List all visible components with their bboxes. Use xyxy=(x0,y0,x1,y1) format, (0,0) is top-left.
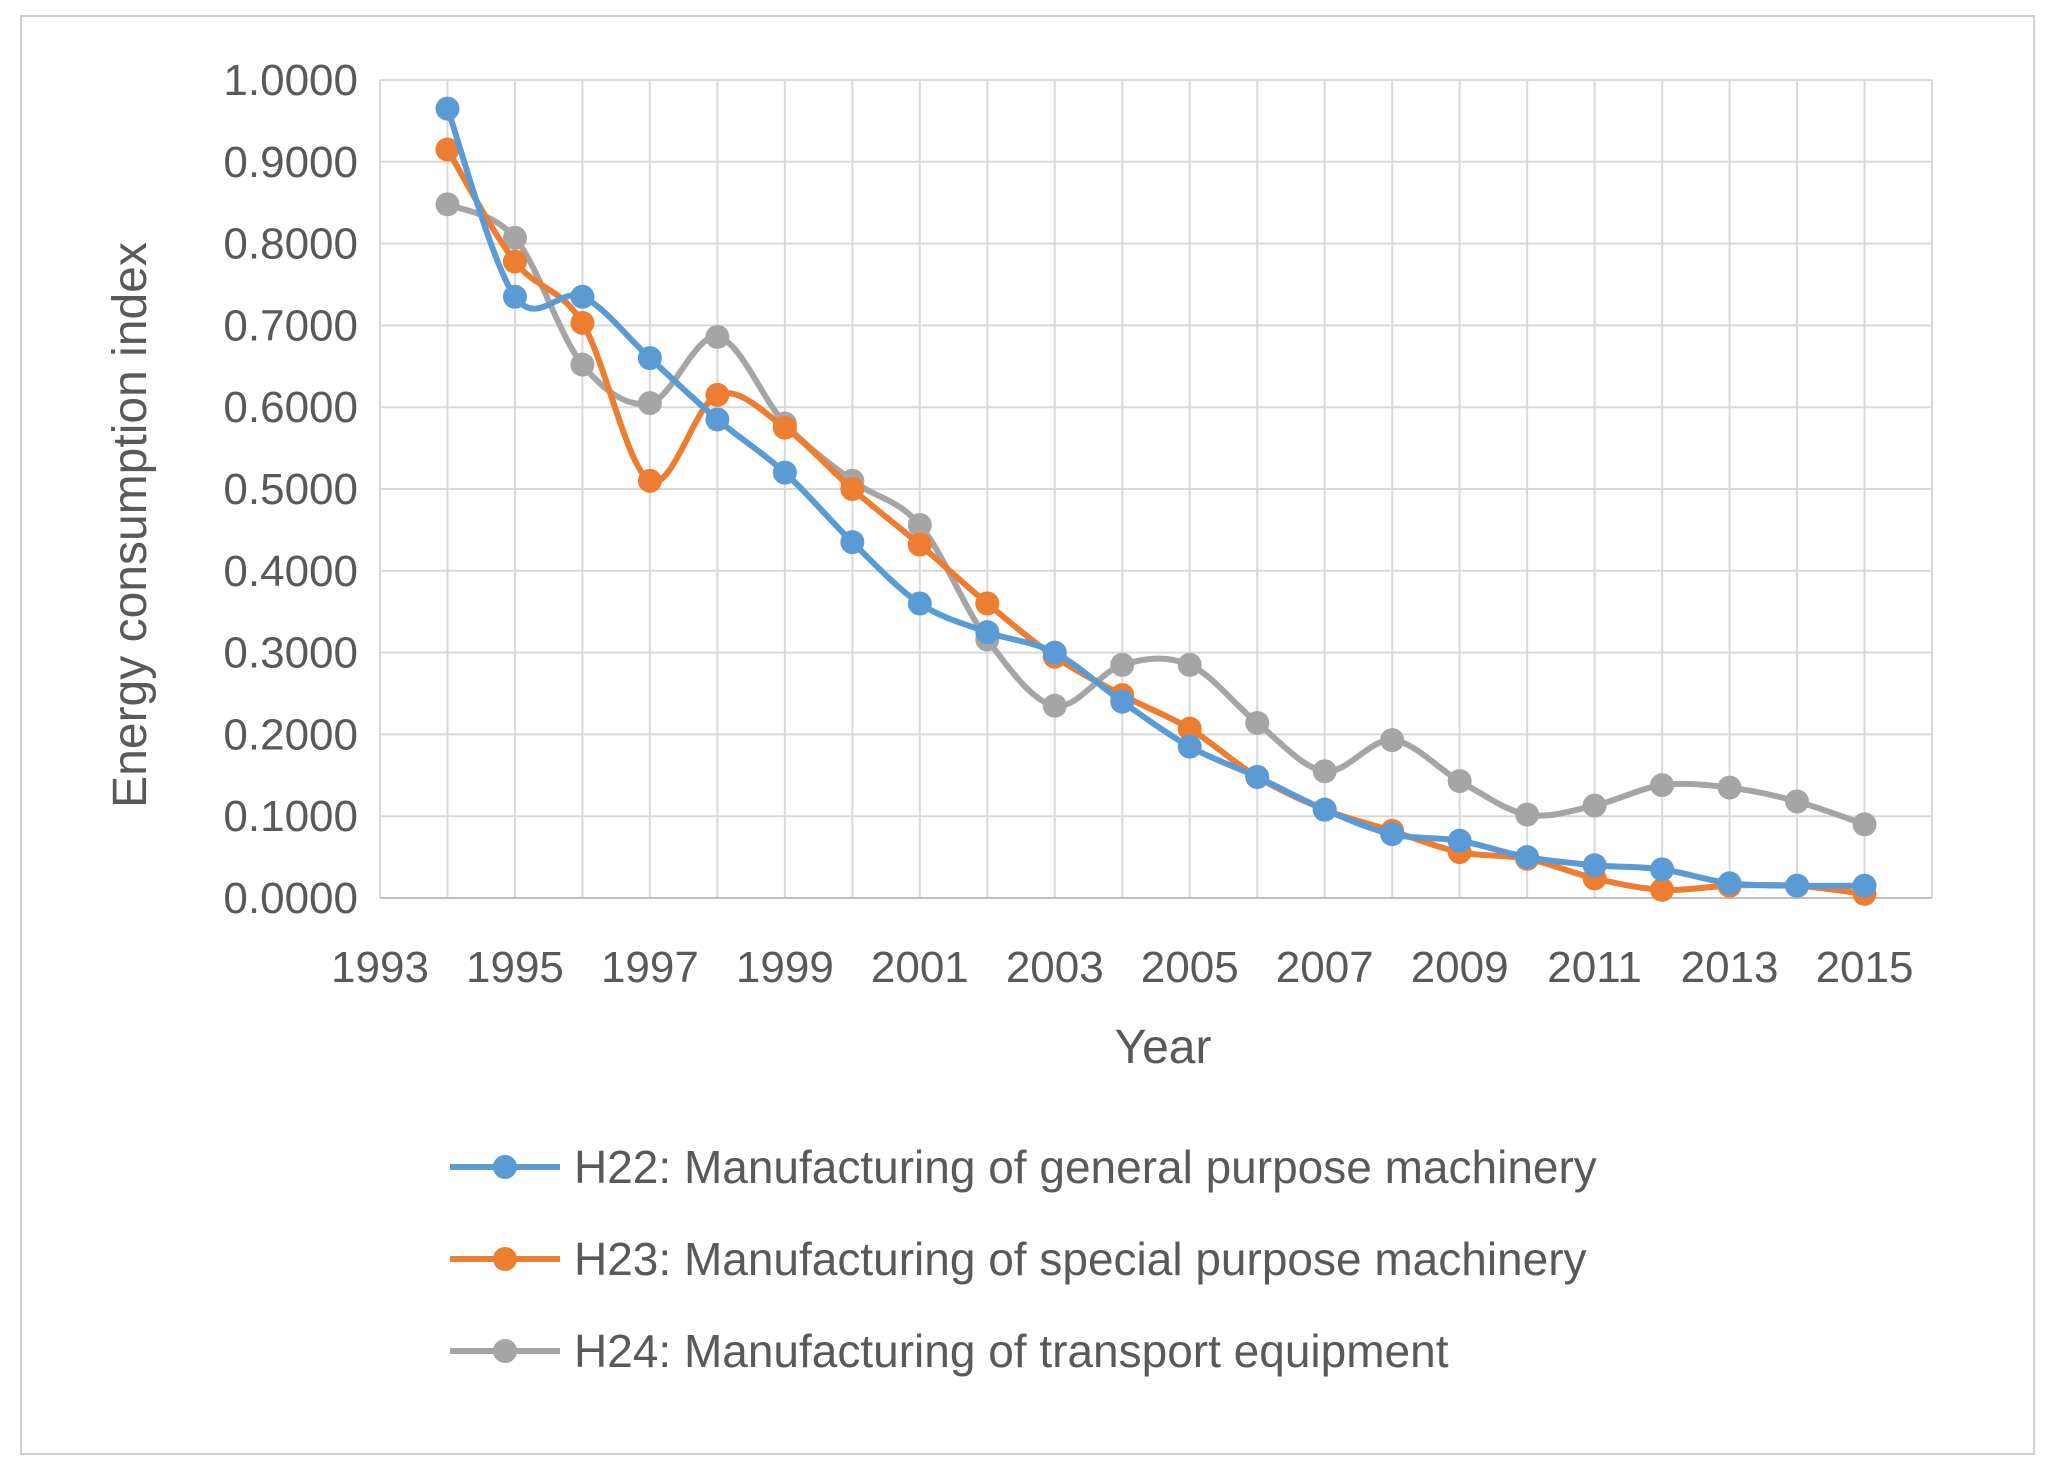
y-tick-label: 0.5000 xyxy=(223,465,358,514)
x-tick-label: 1999 xyxy=(736,943,834,992)
x-tick-label: 2015 xyxy=(1816,943,1914,992)
series-line xyxy=(444,201,1868,828)
data-point xyxy=(840,530,865,555)
x-tick-label: 2013 xyxy=(1681,943,1779,992)
series-h24 xyxy=(435,192,1877,837)
data-point xyxy=(1650,877,1675,902)
y-tick-label: 0.3000 xyxy=(223,629,358,678)
y-tick-label: 0.0000 xyxy=(223,874,358,923)
legend: H22: Manufacturing of general purpose ma… xyxy=(450,1141,1597,1377)
data-point xyxy=(1785,873,1810,898)
y-tick-label: 0.1000 xyxy=(223,792,358,841)
legend-swatch-marker xyxy=(493,1247,517,1271)
data-point xyxy=(1515,845,1540,870)
x-tick-label: 1995 xyxy=(466,943,564,992)
x-tick-label: 1993 xyxy=(331,943,429,992)
data-point xyxy=(1852,812,1877,837)
data-point xyxy=(1650,857,1675,882)
data-point xyxy=(570,284,595,309)
legend-label: H23: Manufacturing of special purpose ma… xyxy=(574,1233,1587,1285)
data-point xyxy=(772,415,797,440)
y-axis-ticks: 0.0000 0.1000 0.2000 0.3000 0.4000 0.5000 0.60… xyxy=(223,56,358,923)
legend-item: H22: Manufacturing of general purpose ma… xyxy=(450,1141,1597,1193)
legend-label: H24: Manufacturing of transport equipmen… xyxy=(574,1325,1449,1377)
data-point xyxy=(1177,716,1202,741)
y-axis-title: Energy consumption index xyxy=(104,242,157,808)
data-point xyxy=(1582,793,1607,818)
data-point xyxy=(637,391,662,416)
data-point xyxy=(570,352,595,377)
data-point xyxy=(705,382,730,407)
data-point xyxy=(1110,652,1135,677)
data-point xyxy=(502,284,527,309)
data-point xyxy=(975,620,1000,645)
gridlines xyxy=(379,79,1933,898)
data-point xyxy=(1177,652,1202,677)
data-point xyxy=(1042,640,1067,665)
data-point xyxy=(705,324,730,349)
legend-item: H23: Manufacturing of special purpose ma… xyxy=(450,1233,1587,1285)
data-point xyxy=(1650,773,1675,798)
x-axis-title: Year xyxy=(1115,1021,1212,1074)
x-tick-label: 2001 xyxy=(871,943,969,992)
data-point xyxy=(1785,789,1810,814)
data-point xyxy=(435,96,460,121)
data-point xyxy=(705,407,730,432)
series-h22 xyxy=(435,96,1877,898)
legend-item: H24: Manufacturing of transport equipmen… xyxy=(450,1325,1449,1377)
data-point xyxy=(840,477,865,501)
series-layer xyxy=(435,96,1877,906)
x-tick-label: 2009 xyxy=(1411,943,1509,992)
data-point xyxy=(1717,775,1742,800)
y-tick-label: 0.6000 xyxy=(223,383,358,432)
y-tick-label: 0.7000 xyxy=(223,301,358,350)
legend-label: H22: Manufacturing of general purpose ma… xyxy=(574,1141,1597,1193)
data-point xyxy=(1717,871,1742,896)
data-point xyxy=(907,512,932,537)
data-point xyxy=(1110,689,1135,714)
x-tick-label: 1997 xyxy=(601,943,699,992)
data-point xyxy=(1042,693,1067,718)
x-tick-label: 2011 xyxy=(1547,943,1642,992)
data-point xyxy=(435,192,460,217)
x-tick-label: 2005 xyxy=(1141,943,1239,992)
data-point xyxy=(772,460,797,485)
x-tick-label: 2007 xyxy=(1276,943,1374,992)
y-tick-label: 0.9000 xyxy=(223,138,358,187)
data-point xyxy=(637,346,662,371)
data-point xyxy=(975,591,1000,616)
data-point xyxy=(1447,828,1472,853)
data-point xyxy=(637,468,662,493)
y-tick-label: 0.2000 xyxy=(223,710,358,759)
data-point xyxy=(502,225,527,250)
data-point xyxy=(1515,802,1540,827)
data-point xyxy=(435,137,460,162)
data-point xyxy=(1245,764,1270,789)
data-point xyxy=(1582,853,1607,878)
series-line xyxy=(444,105,1868,889)
y-tick-label: 0.4000 xyxy=(223,547,358,596)
x-tick-label: 2003 xyxy=(1006,943,1104,992)
data-point xyxy=(907,591,932,616)
y-tick-label: 1.0000 xyxy=(223,56,358,105)
data-point xyxy=(1852,873,1877,898)
data-point xyxy=(1312,797,1337,822)
data-point xyxy=(1177,734,1202,759)
data-point xyxy=(1380,822,1405,847)
legend-swatch-marker xyxy=(493,1155,517,1179)
legend-swatch-marker xyxy=(493,1339,517,1363)
data-point xyxy=(1245,710,1270,735)
y-tick-label: 0.8000 xyxy=(223,220,358,269)
data-point xyxy=(570,310,595,335)
data-point xyxy=(502,249,527,274)
x-axis-ticks: 1993 1995 1997 1999 2001 2003 2005 2007 2009 2011… xyxy=(331,943,1913,992)
data-point xyxy=(1312,759,1337,784)
data-point xyxy=(907,532,932,557)
data-point xyxy=(1380,728,1405,753)
data-point xyxy=(1447,769,1472,794)
